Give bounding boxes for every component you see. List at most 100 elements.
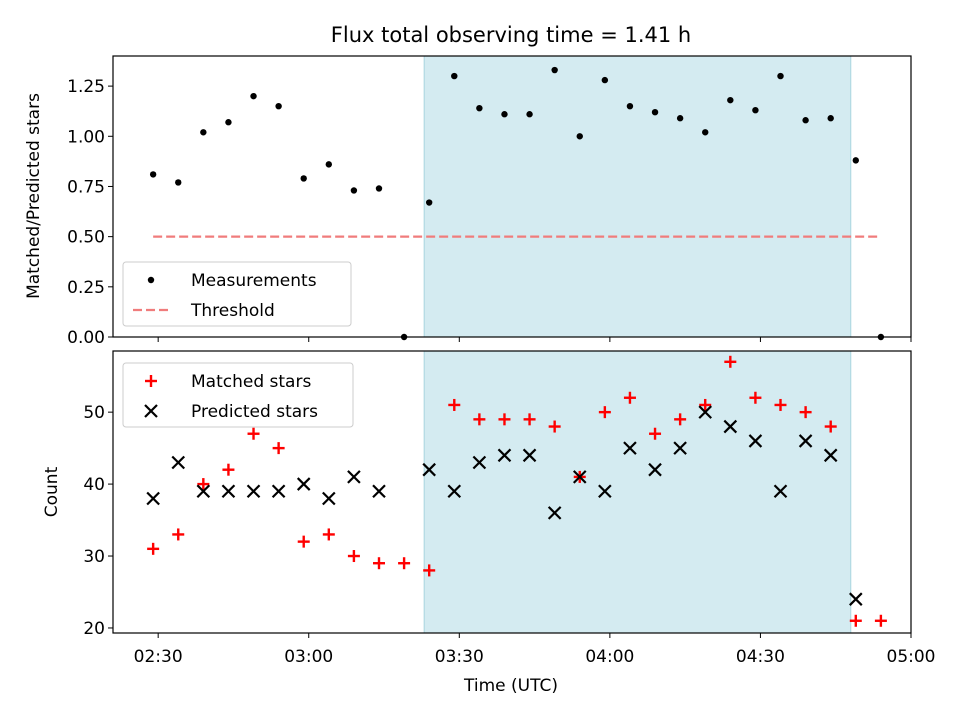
data-point xyxy=(149,171,157,178)
data-point xyxy=(246,484,261,499)
data-point xyxy=(774,398,787,411)
data-point xyxy=(598,406,611,419)
data-point xyxy=(473,413,486,426)
data-point xyxy=(175,179,182,186)
data-point xyxy=(548,420,561,433)
data-point xyxy=(147,542,160,555)
legend-label: Matched stars xyxy=(191,372,311,392)
data-point xyxy=(423,564,436,577)
data-point xyxy=(476,104,483,112)
data-point xyxy=(373,557,385,570)
observing-window-shade xyxy=(424,351,851,633)
data-point xyxy=(798,434,813,448)
data-point xyxy=(347,550,360,563)
data-point xyxy=(271,484,286,499)
data-point xyxy=(222,463,235,476)
bottom-y-axis-label: Count xyxy=(42,466,62,517)
legend-marker xyxy=(147,276,155,284)
x-tick-label: 05:00 xyxy=(887,647,936,667)
data-point xyxy=(171,455,186,470)
legend-box xyxy=(122,362,354,428)
data-point xyxy=(425,199,433,206)
y-tick-label: 40 xyxy=(83,475,105,495)
data-point xyxy=(849,614,862,627)
x-tick-label: 03:00 xyxy=(284,647,333,667)
data-point xyxy=(623,441,637,455)
data-point xyxy=(874,614,887,627)
data-point xyxy=(221,484,236,499)
chart-title: Flux total observing time = 1.41 h xyxy=(331,23,691,47)
data-point xyxy=(375,185,383,192)
top-panel-ratio: 0.00 0.25 0.50 0.75 1.00 1.25 Measurements Thre… xyxy=(67,55,912,348)
data-point xyxy=(247,427,260,440)
data-point xyxy=(547,506,562,520)
y-tick-label: 0.00 xyxy=(67,328,105,348)
data-point xyxy=(823,448,838,463)
data-point xyxy=(448,398,461,411)
legend-entry: Matched stars xyxy=(145,372,311,392)
data-point xyxy=(649,427,662,440)
data-point xyxy=(827,115,834,122)
data-point xyxy=(522,448,537,463)
legend: Measurements Threshold xyxy=(122,261,352,327)
data-point xyxy=(497,448,512,463)
data-point xyxy=(501,111,508,118)
data-point xyxy=(674,413,687,426)
data-point xyxy=(172,528,185,541)
data-point xyxy=(350,187,358,194)
data-point xyxy=(322,491,336,506)
data-point xyxy=(623,391,636,404)
top-y-axis-label: Matched/Predicted stars xyxy=(24,93,44,299)
data-point xyxy=(225,119,232,126)
legend-entry: Threshold xyxy=(133,301,275,321)
data-point xyxy=(626,102,634,110)
data-point xyxy=(699,398,712,411)
data-point xyxy=(398,557,411,570)
data-point xyxy=(200,129,207,136)
data-point xyxy=(297,535,310,548)
data-point xyxy=(849,592,863,606)
data-point xyxy=(447,484,462,499)
x-axis-label: Time (UTC) xyxy=(463,676,558,696)
data-point xyxy=(724,355,737,368)
data-point xyxy=(146,491,160,506)
y-tick-label: 1.25 xyxy=(67,77,105,97)
data-point xyxy=(648,462,662,477)
data-point xyxy=(852,157,859,164)
data-point xyxy=(777,72,784,80)
x-tick-label: 04:30 xyxy=(736,647,785,667)
data-point xyxy=(802,117,809,124)
data-point xyxy=(196,484,211,499)
series-predicted-stars xyxy=(146,405,863,606)
data-point xyxy=(676,115,684,122)
data-point xyxy=(601,76,609,84)
data-point xyxy=(824,420,837,433)
y-tick-label: 50 xyxy=(83,403,105,423)
x-tick-label: 03:30 xyxy=(435,647,484,667)
legend-label: Predicted stars xyxy=(191,402,318,422)
observing-window-shade xyxy=(424,56,851,337)
data-point xyxy=(322,528,335,541)
data-point xyxy=(702,129,709,136)
y-tick-label: 0.25 xyxy=(67,278,105,298)
data-point xyxy=(572,470,587,484)
data-point xyxy=(197,478,210,491)
data-point xyxy=(272,442,285,455)
data-point xyxy=(752,106,759,114)
data-point xyxy=(551,66,558,74)
data-point xyxy=(325,161,333,168)
y-tick-label: 0.75 xyxy=(67,177,105,197)
data-point xyxy=(250,92,257,100)
data-point xyxy=(748,434,763,448)
data-point xyxy=(576,133,583,140)
data-point xyxy=(526,111,533,118)
bottom-panel-counts: 20 30 40 50 02:30 03:00 03:30 04:00 04:30 05:00 Ma… xyxy=(83,350,936,667)
legend-box xyxy=(122,261,352,327)
legend-label: Measurements xyxy=(191,271,317,291)
data-point xyxy=(651,109,659,116)
data-point xyxy=(498,413,511,426)
data-point xyxy=(451,72,458,80)
x-tick-label: 02:30 xyxy=(134,647,183,667)
legend-marker xyxy=(144,404,158,418)
data-point xyxy=(799,406,812,419)
